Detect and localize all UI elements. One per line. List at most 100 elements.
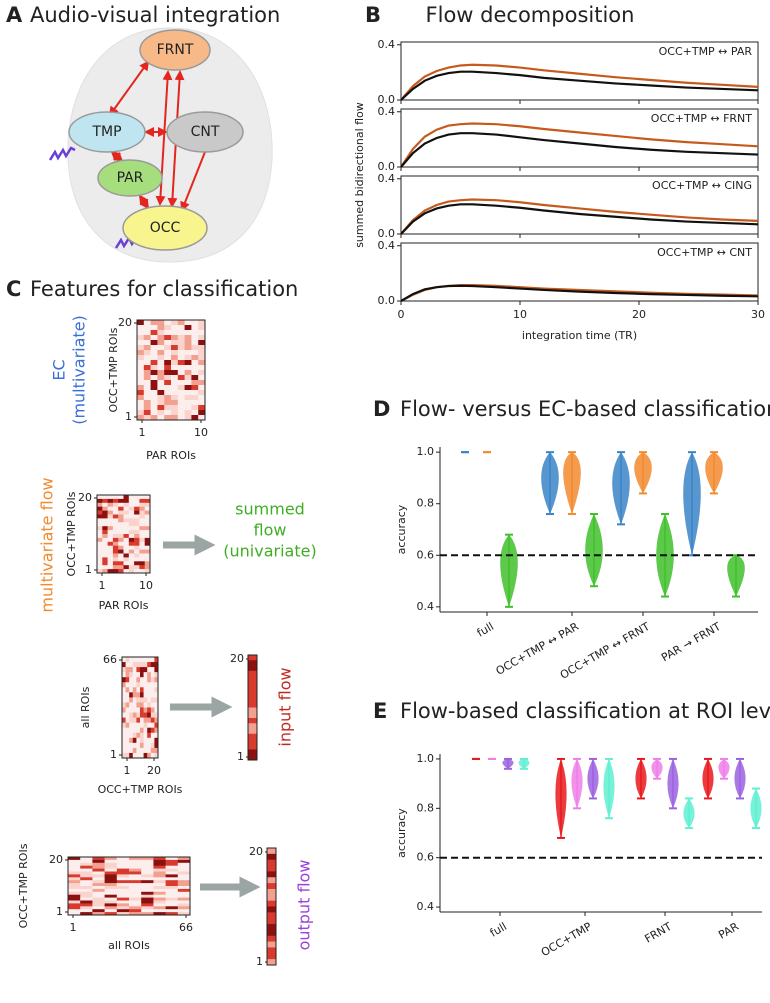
heatmap-cell <box>80 886 93 890</box>
heatmap-cell <box>118 549 124 554</box>
heatmap-cell <box>123 541 130 546</box>
heatmap-cell <box>198 360 206 366</box>
heatmap-cell <box>125 727 130 734</box>
heatmap-cell <box>107 553 114 558</box>
heatmap-cell <box>140 712 144 718</box>
heatmap-cell <box>147 687 152 693</box>
heatmap-cell <box>184 360 192 366</box>
heatmap-cell <box>92 906 105 910</box>
heatmap-cell <box>129 717 134 723</box>
heatmap-cell <box>147 752 152 759</box>
heatmap-cell <box>144 569 151 574</box>
heatmap-cell <box>107 561 114 566</box>
strip-cell <box>248 660 257 666</box>
heatmap-cell <box>184 350 192 356</box>
heatmap-cell <box>132 697 137 703</box>
heatmap-cell <box>134 545 140 550</box>
strip-cell <box>267 848 276 855</box>
heatmap-cell <box>102 502 108 507</box>
heatmap-cell <box>112 526 119 531</box>
heatmap-cell <box>122 697 126 703</box>
heatmap-cell <box>107 495 114 500</box>
heatmap-cell <box>136 677 141 683</box>
heatmap-cell <box>143 742 148 749</box>
heatmap-cell <box>102 553 108 558</box>
heatmap-cell <box>150 742 155 749</box>
heatmap-cell <box>184 410 192 416</box>
heatmap-cell <box>184 330 192 336</box>
heatmap-cell <box>191 410 199 416</box>
heatmap-cell <box>165 906 179 910</box>
heatmap-cell <box>104 859 118 864</box>
heatmap-cell <box>132 672 137 678</box>
heatmap-cell <box>139 541 145 546</box>
heatmap-cell <box>171 320 179 326</box>
heatmap-cell <box>123 561 130 566</box>
strip-cell <box>267 947 276 954</box>
heatmap-cell <box>102 565 108 570</box>
heatmap-cell <box>80 888 93 893</box>
heatmap-cell <box>154 697 159 703</box>
heatmap-cell <box>143 345 151 351</box>
panel-title: Flow- versus EC-based classification <box>400 397 770 421</box>
heatmap-cell <box>150 320 158 326</box>
heatmap-cell <box>128 534 135 539</box>
heatmap-cell <box>132 692 137 698</box>
heatmap-cell <box>116 886 130 890</box>
heatmap-cell <box>177 355 185 361</box>
heatmap-cell <box>132 732 137 739</box>
heatmap-cell <box>112 537 119 543</box>
heatmap-cell <box>102 537 108 543</box>
heatmap-cell <box>140 747 144 754</box>
heatmap-cell <box>177 395 185 401</box>
heatmap-cell <box>171 390 179 396</box>
heatmap-cell <box>191 415 199 421</box>
flow-curve <box>400 122 759 168</box>
heatmap-cell <box>147 722 152 728</box>
y-axis-label: summed bidirectional flow <box>353 102 366 248</box>
heatmap-cell <box>150 325 158 331</box>
heatmap-cell <box>118 495 124 500</box>
heatmap-cell <box>112 534 119 539</box>
heatmap-cell <box>147 692 152 698</box>
heatmap-cell <box>92 912 105 916</box>
heatmap-cell <box>123 514 130 519</box>
heatmap-cell <box>123 522 130 527</box>
heatmap-cell <box>118 569 124 574</box>
heatmap-cell <box>137 360 145 366</box>
heatmap-cell <box>139 561 145 566</box>
heatmap-cell <box>132 682 137 688</box>
heatmap-cell <box>92 880 105 884</box>
heatmap-cell <box>144 557 151 562</box>
heatmap-cell <box>150 360 158 366</box>
heatmap-cell <box>171 395 179 401</box>
heatmap-cell <box>102 526 108 531</box>
heatmap-cell <box>140 732 144 739</box>
y-tick-label: 0.4 <box>378 105 396 118</box>
heatmap-cell <box>177 909 191 913</box>
heatmap-cell <box>112 561 119 566</box>
heatmap-cell <box>125 662 130 668</box>
heatmap-cell <box>97 561 103 566</box>
y-tick-label: 1 <box>85 563 92 576</box>
heatmap-cell <box>104 903 118 907</box>
heatmap-cell <box>80 880 93 884</box>
heatmap-cell <box>128 569 135 574</box>
heatmap-cell <box>92 909 105 913</box>
heatmap-cell <box>147 747 152 754</box>
heatmap-cell <box>107 518 114 523</box>
heatmap-cell <box>177 365 185 371</box>
y-tick-label: 0.4 <box>378 239 396 252</box>
heatmap-cell <box>150 330 158 336</box>
y-tick-label: 1 <box>256 955 263 968</box>
heatmap-cell <box>165 857 179 861</box>
heatmap-cell <box>112 557 119 562</box>
heatmap-cell <box>68 903 81 907</box>
x-tick-label: 20 <box>632 308 646 321</box>
heatmap-cell <box>129 692 134 698</box>
heatmap-cell <box>97 557 103 562</box>
heatmap-cell <box>116 857 130 861</box>
heatmap-cell <box>137 335 145 341</box>
strip-cell <box>267 853 276 860</box>
heatmap-cell <box>139 557 145 562</box>
